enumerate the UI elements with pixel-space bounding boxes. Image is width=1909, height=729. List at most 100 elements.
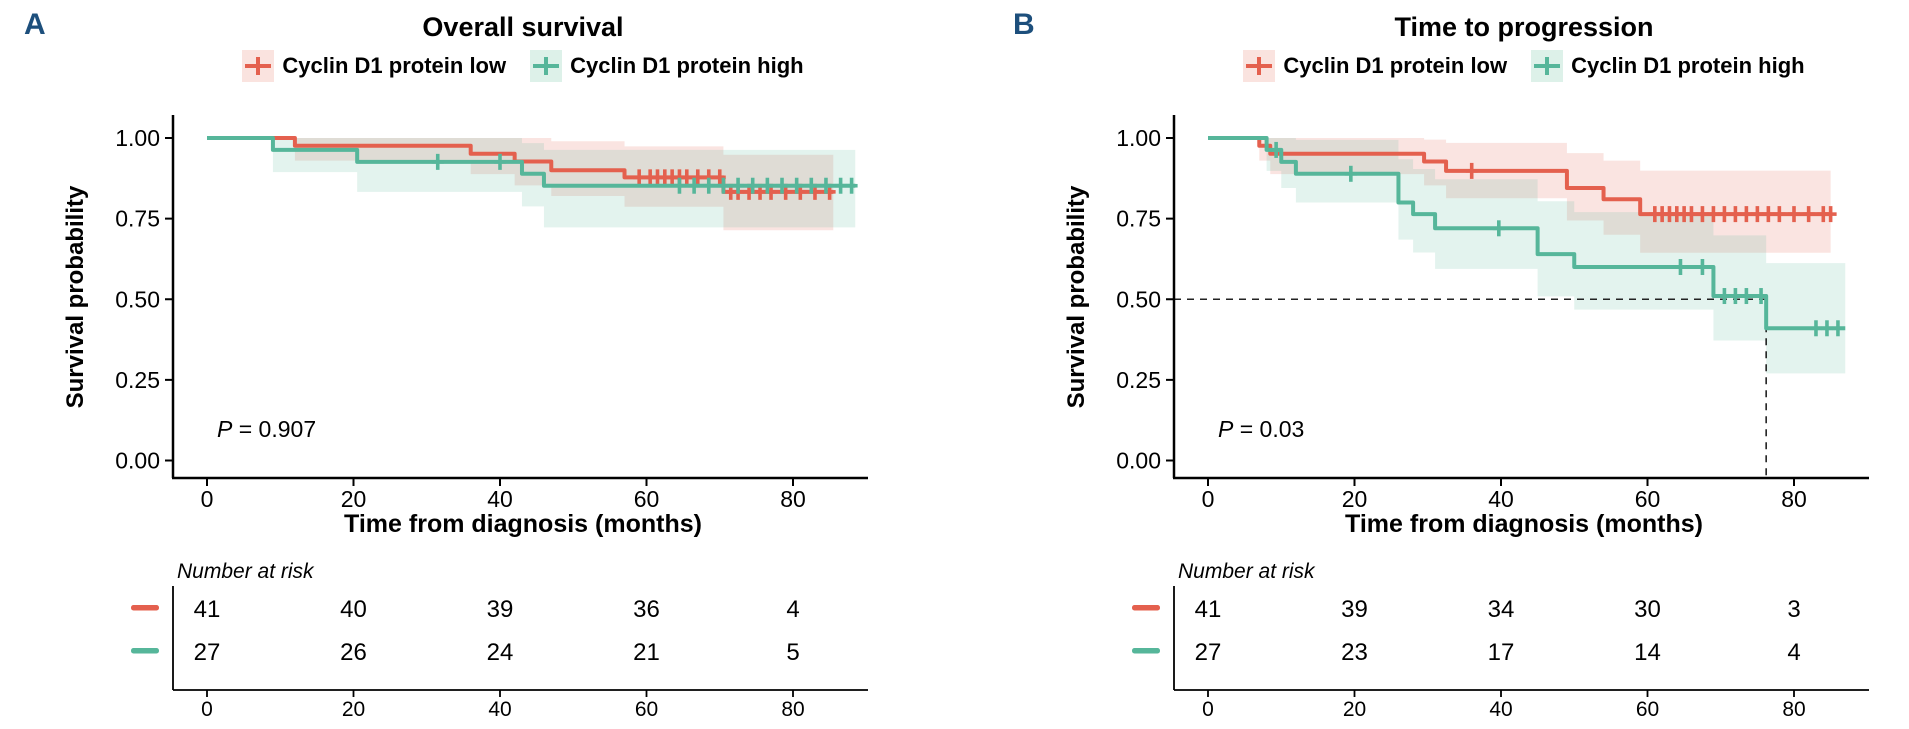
legend-label-low: Cyclin D1 protein low xyxy=(282,53,507,78)
panel-title: Time to progression xyxy=(1394,12,1654,42)
risk-axis-tick-label: 40 xyxy=(488,698,511,721)
y-tick-label: 0.25 xyxy=(115,367,160,393)
censor-marks-low xyxy=(633,169,836,200)
x-tick-label: 60 xyxy=(634,486,660,512)
x-axis-ticks: 0 20 40 60 80 xyxy=(201,478,806,512)
risk-count: 26 xyxy=(340,639,367,666)
legend: Cyclin D1 protein low Cyclin D1 protein … xyxy=(1144,50,1904,82)
confidence-band xyxy=(1208,138,1831,253)
risk-axis-tick-label: 20 xyxy=(1343,698,1366,721)
risk-count: 41 xyxy=(1195,596,1222,623)
risk-count: 27 xyxy=(1195,639,1222,666)
y-axis-ticks: 1.00 0.75 0.50 0.25 0.00 xyxy=(1116,125,1174,474)
risk-count: 36 xyxy=(633,596,660,623)
censor-marks-low xyxy=(1465,162,1837,223)
risk-axis-tick-label: 60 xyxy=(1636,698,1659,721)
legend-item-high: Cyclin D1 protein high xyxy=(530,50,804,82)
risk-count: 30 xyxy=(1634,596,1661,623)
y-tick-label: 0.00 xyxy=(1116,448,1161,474)
risk-row-marker-low xyxy=(131,605,159,611)
panel-letter-a: A xyxy=(24,8,46,41)
y-tick-label: 1.00 xyxy=(1116,125,1161,151)
risk-count: 17 xyxy=(1488,639,1515,666)
confidence-band xyxy=(207,138,834,231)
risk-count: 34 xyxy=(1488,596,1515,623)
censor-marks-high xyxy=(431,153,858,194)
x-tick-label: 80 xyxy=(1781,486,1807,512)
y-tick-label: 0.75 xyxy=(1116,206,1161,232)
x-axis-ticks: 0 20 40 60 80 xyxy=(1202,478,1807,512)
risk-axis-tick-label: 60 xyxy=(635,698,658,721)
panel-overall-survival: A Overall survival Cyclin D1 protein low… xyxy=(24,8,903,721)
y-axis-ticks: 1.00 0.75 0.50 0.25 0.00 xyxy=(115,125,173,474)
risk-count: 39 xyxy=(1341,596,1368,623)
p-value-number: = 0.03 xyxy=(1233,416,1305,442)
risk-table-header: Number at risk xyxy=(1178,560,1316,583)
risk-count: 41 xyxy=(194,596,221,623)
risk-row-marker-high xyxy=(131,648,159,654)
censor-plus-icon xyxy=(242,50,275,82)
x-tick-label: 40 xyxy=(487,486,513,512)
x-tick-label: 40 xyxy=(1488,486,1514,512)
y-tick-label: 1.00 xyxy=(115,125,160,151)
x-axis-title: Time from diagnosis (months) xyxy=(344,510,702,538)
panel-letter-b: B xyxy=(1013,8,1035,41)
risk-axis-tick-label: 80 xyxy=(781,698,804,721)
risk-count: 3 xyxy=(1787,596,1800,623)
x-tick-label: 20 xyxy=(1342,486,1368,512)
risk-axis-tick-label: 0 xyxy=(1202,698,1214,721)
legend-label-high: Cyclin D1 protein high xyxy=(1571,53,1805,78)
risk-table-header: Number at risk xyxy=(177,560,315,583)
risk-count: 23 xyxy=(1341,639,1368,666)
legend-item-low: Cyclin D1 protein low xyxy=(242,50,506,82)
risk-count: 27 xyxy=(194,639,221,666)
risk-count: 14 xyxy=(1634,639,1661,666)
p-value: P = 0.907 xyxy=(217,416,316,443)
x-axis-title: Time from diagnosis (months) xyxy=(1345,510,1703,538)
x-tick-label: 0 xyxy=(1202,486,1215,512)
legend-label-high: Cyclin D1 protein high xyxy=(570,53,804,78)
panel-title: Overall survival xyxy=(422,12,624,42)
panel-time-to-progression: B Time to progression Cyclin D1 protein … xyxy=(1001,0,1909,729)
x-tick-label: 20 xyxy=(341,486,367,512)
risk-count: 4 xyxy=(786,596,799,623)
censor-plus-icon xyxy=(1531,50,1564,82)
p-value: P = 0.03 xyxy=(1218,416,1304,443)
risk-axis-tick-label: 20 xyxy=(342,698,365,721)
km-curve-high xyxy=(1208,136,1846,331)
p-value-symbol: P xyxy=(217,416,233,442)
y-tick-label: 0.00 xyxy=(115,448,160,474)
censor-marks-high xyxy=(1270,141,1844,337)
risk-row-marker-low xyxy=(1132,605,1160,611)
risk-count: 5 xyxy=(786,639,799,666)
p-value-number: = 0.907 xyxy=(232,416,317,442)
x-tick-label: 80 xyxy=(780,486,806,512)
censor-plus-icon xyxy=(1243,50,1276,82)
censor-plus-icon xyxy=(530,50,563,82)
risk-axis-tick-label: 0 xyxy=(201,698,213,721)
risk-count: 40 xyxy=(340,596,367,623)
legend-label-low: Cyclin D1 protein low xyxy=(1283,53,1508,78)
p-value-symbol: P xyxy=(1218,416,1234,442)
y-tick-label: 0.25 xyxy=(1116,367,1161,393)
legend-item-low: Cyclin D1 protein low xyxy=(1243,50,1507,82)
confidence-band xyxy=(1208,138,1846,374)
y-tick-label: 0.75 xyxy=(115,206,160,232)
legend-item-high: Cyclin D1 protein high xyxy=(1531,50,1805,82)
risk-row-marker-high xyxy=(1132,648,1160,654)
y-tick-label: 0.50 xyxy=(115,286,160,312)
risk-axis-tick-label: 40 xyxy=(1489,698,1512,721)
risk-axis-tick-label: 80 xyxy=(1782,698,1805,721)
y-tick-label: 0.50 xyxy=(1116,286,1161,312)
risk-count: 39 xyxy=(487,596,514,623)
risk-table: Number at risk 41 40 39 36 4 27 26 24 21 5 0 20 40 60 8… xyxy=(131,560,868,721)
risk-count: 24 xyxy=(487,639,514,666)
x-tick-label: 60 xyxy=(1635,486,1661,512)
risk-count: 21 xyxy=(633,639,660,666)
risk-count: 4 xyxy=(1787,639,1800,666)
legend: Cyclin D1 protein low Cyclin D1 protein … xyxy=(143,50,903,82)
x-tick-label: 0 xyxy=(201,486,214,512)
